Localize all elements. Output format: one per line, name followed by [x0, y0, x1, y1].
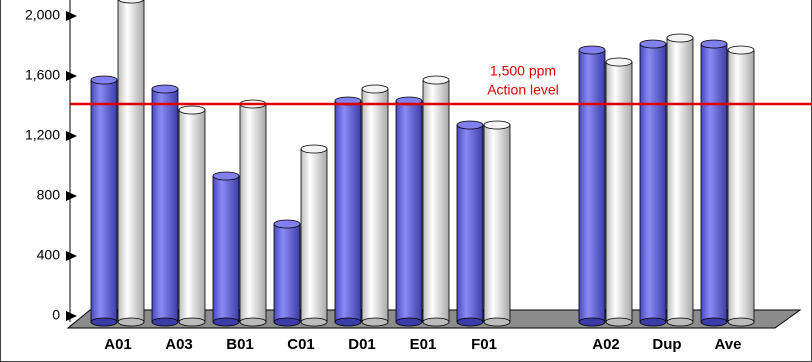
bar	[117, 0, 145, 327]
y-tick-mark	[66, 131, 77, 141]
bar	[178, 105, 206, 327]
y-tick-mark	[66, 251, 77, 261]
bar	[422, 75, 450, 327]
y-tick-mark	[66, 71, 77, 81]
x-tick-label: A01	[104, 336, 132, 353]
y-tick-label: 1,600	[25, 67, 60, 83]
bar	[456, 120, 484, 327]
bar	[334, 96, 362, 327]
reference-label: Action level	[487, 82, 559, 98]
bar	[700, 39, 728, 327]
bar	[578, 45, 606, 327]
y-tick-label: 1,200	[25, 127, 60, 143]
x-tick-label: C01	[287, 336, 315, 353]
x-tick-label: Ave	[715, 336, 742, 353]
y-tick-mark	[66, 191, 77, 201]
x-tick-label: F01	[471, 336, 497, 353]
x-tick-label: D01	[348, 336, 376, 353]
x-tick-label: A03	[165, 336, 193, 353]
bar	[90, 75, 118, 327]
bar	[361, 84, 389, 327]
bar	[212, 171, 240, 327]
bar	[273, 219, 301, 327]
y-tick-mark	[66, 11, 77, 21]
bar	[395, 96, 423, 327]
bar	[639, 39, 667, 327]
y-tick-label: 800	[37, 187, 61, 203]
bar	[666, 33, 694, 327]
bar	[605, 57, 633, 327]
bar	[483, 120, 511, 327]
bar	[239, 99, 267, 327]
y-tick-label: 2,000	[25, 7, 60, 23]
bar	[300, 144, 328, 327]
reference-label: 1,500 ppm	[490, 63, 556, 79]
x-tick-label: Dup	[652, 336, 681, 353]
bar	[727, 45, 755, 327]
x-tick-label: B01	[226, 336, 254, 353]
x-tick-label: E01	[410, 336, 437, 353]
y-tick-mark	[66, 311, 77, 321]
y-tick-label: 0	[52, 307, 60, 323]
x-tick-label: A02	[592, 336, 620, 353]
y-tick-label: 400	[37, 247, 61, 263]
bar	[151, 84, 179, 327]
